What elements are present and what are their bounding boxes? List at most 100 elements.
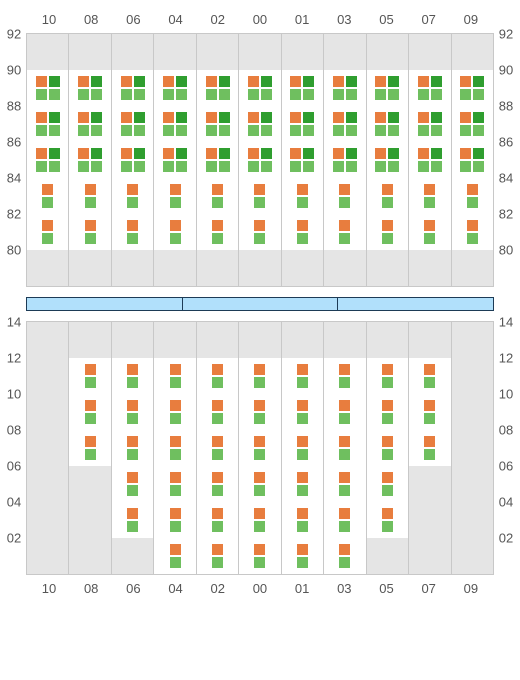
seat-cell[interactable]: [324, 394, 366, 430]
seat-cell[interactable]: [197, 178, 239, 214]
seat-cell[interactable]: [69, 358, 111, 394]
seat-cell[interactable]: [112, 430, 154, 466]
seat-cell[interactable]: [239, 178, 281, 214]
seat-cell[interactable]: [197, 214, 239, 250]
seat-cell[interactable]: [112, 394, 154, 430]
seat-cell[interactable]: [197, 70, 239, 106]
seat-cell[interactable]: [282, 466, 324, 502]
seat-cell[interactable]: [112, 142, 154, 178]
seat-cell[interactable]: [154, 394, 196, 430]
seat-cell[interactable]: [69, 178, 111, 214]
seat-cell[interactable]: [452, 178, 493, 214]
seat-cell[interactable]: [324, 466, 366, 502]
seat-cell[interactable]: [239, 358, 281, 394]
seat-cell[interactable]: [282, 538, 324, 574]
seat-cell[interactable]: [409, 394, 451, 430]
seat-cell[interactable]: [324, 142, 366, 178]
seat-cell[interactable]: [112, 466, 154, 502]
seat-cell[interactable]: [367, 394, 409, 430]
seat-cell[interactable]: [112, 502, 154, 538]
seat-cell[interactable]: [282, 394, 324, 430]
seat-cell[interactable]: [409, 358, 451, 394]
seat-cell[interactable]: [324, 538, 366, 574]
seat-cell[interactable]: [239, 142, 281, 178]
seat-cell[interactable]: [452, 106, 493, 142]
seat-cell[interactable]: [409, 178, 451, 214]
seat-cell[interactable]: [239, 394, 281, 430]
seat-cell[interactable]: [239, 538, 281, 574]
seat-cell[interactable]: [324, 214, 366, 250]
seat-cell[interactable]: [112, 214, 154, 250]
seat-cell[interactable]: [324, 106, 366, 142]
seat-cell[interactable]: [367, 214, 409, 250]
seat-cell[interactable]: [452, 214, 493, 250]
seat-cell[interactable]: [409, 142, 451, 178]
seat-cell[interactable]: [282, 358, 324, 394]
seat-cell[interactable]: [367, 142, 409, 178]
seat-cell[interactable]: [27, 70, 69, 106]
seat-cell[interactable]: [367, 70, 409, 106]
seat-cell[interactable]: [112, 178, 154, 214]
seat-cell[interactable]: [197, 106, 239, 142]
seat-cell[interactable]: [324, 502, 366, 538]
seat-cell[interactable]: [69, 142, 111, 178]
seat-cell[interactable]: [197, 394, 239, 430]
seat-cell[interactable]: [324, 358, 366, 394]
seat-cell[interactable]: [409, 430, 451, 466]
seat-cell[interactable]: [154, 70, 196, 106]
seat-cell[interactable]: [112, 70, 154, 106]
seat-cell[interactable]: [239, 502, 281, 538]
seat-cell[interactable]: [282, 430, 324, 466]
seat-cell[interactable]: [239, 430, 281, 466]
seat-cell[interactable]: [154, 142, 196, 178]
seat-cell[interactable]: [282, 502, 324, 538]
seat-cell[interactable]: [69, 70, 111, 106]
seat-cell[interactable]: [197, 430, 239, 466]
seat-cell[interactable]: [367, 358, 409, 394]
seat-cell[interactable]: [69, 106, 111, 142]
seat-cell[interactable]: [112, 106, 154, 142]
seat-cell[interactable]: [154, 430, 196, 466]
seat-cell[interactable]: [154, 502, 196, 538]
seat-cell[interactable]: [69, 430, 111, 466]
seat-cell[interactable]: [197, 538, 239, 574]
seat-cell[interactable]: [27, 106, 69, 142]
seat-cell[interactable]: [409, 106, 451, 142]
seat-cell[interactable]: [282, 106, 324, 142]
seat-cell[interactable]: [324, 430, 366, 466]
seat-cell[interactable]: [409, 214, 451, 250]
seat-cell[interactable]: [112, 358, 154, 394]
seat-cell[interactable]: [239, 214, 281, 250]
seat-cell[interactable]: [27, 178, 69, 214]
seat-cell[interactable]: [154, 538, 196, 574]
seat-cell[interactable]: [324, 70, 366, 106]
seat-cell[interactable]: [154, 106, 196, 142]
seat-cell[interactable]: [367, 430, 409, 466]
seat-cell[interactable]: [409, 70, 451, 106]
seat-cell[interactable]: [154, 214, 196, 250]
seat-cell[interactable]: [197, 142, 239, 178]
seat-cell[interactable]: [282, 214, 324, 250]
seat-cell[interactable]: [27, 214, 69, 250]
seat-cell[interactable]: [367, 106, 409, 142]
seat-cell[interactable]: [239, 106, 281, 142]
seat-cell[interactable]: [367, 466, 409, 502]
seat-cell[interactable]: [367, 502, 409, 538]
seat-cell[interactable]: [154, 466, 196, 502]
seat-cell[interactable]: [154, 178, 196, 214]
seat-cell[interactable]: [239, 466, 281, 502]
seat-cell[interactable]: [69, 394, 111, 430]
seat-cell[interactable]: [69, 214, 111, 250]
seat-cell[interactable]: [282, 178, 324, 214]
seat-cell[interactable]: [154, 358, 196, 394]
seat-cell[interactable]: [452, 70, 493, 106]
seat-cell[interactable]: [452, 142, 493, 178]
seat-cell[interactable]: [324, 178, 366, 214]
seat-cell[interactable]: [27, 142, 69, 178]
seat-cell[interactable]: [367, 178, 409, 214]
seat-cell[interactable]: [197, 502, 239, 538]
seat-cell[interactable]: [282, 70, 324, 106]
seat-cell[interactable]: [282, 142, 324, 178]
seat-cell[interactable]: [197, 466, 239, 502]
seat-cell[interactable]: [239, 70, 281, 106]
